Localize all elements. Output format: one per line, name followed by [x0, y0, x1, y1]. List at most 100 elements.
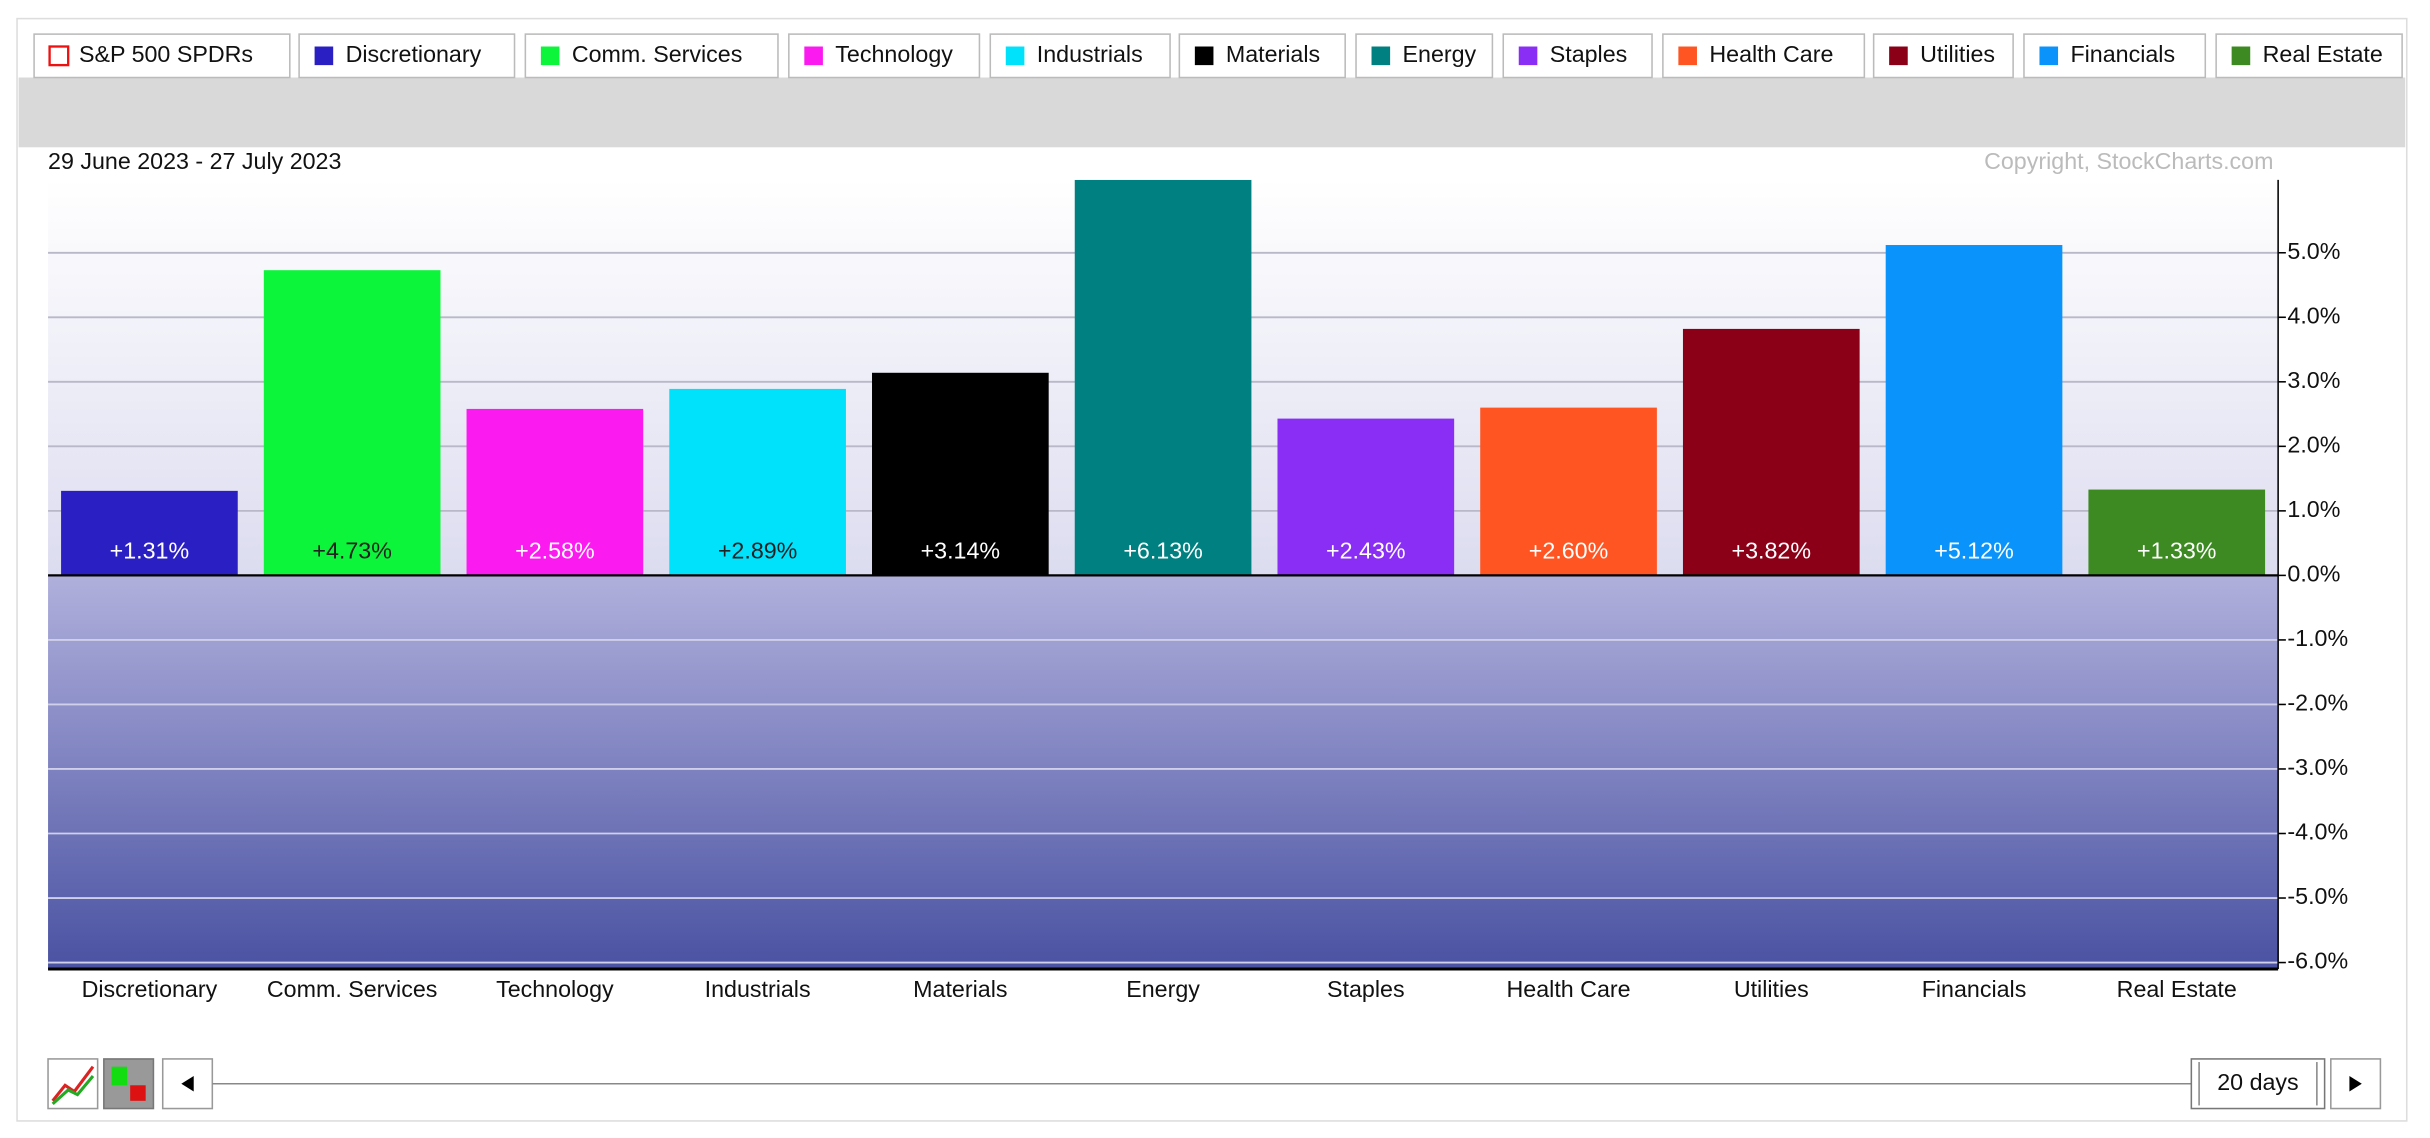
legend-swatch: [1518, 46, 1538, 66]
legend-label: Health Care: [1709, 41, 1833, 67]
value-label: +3.82%: [1732, 537, 1811, 563]
legend-item[interactable]: Energy: [1355, 33, 1494, 79]
x-tick-label: Real Estate: [2117, 976, 2237, 1002]
line-icon: [51, 1074, 95, 1106]
y-tick-label: 4.0%: [2287, 302, 2340, 328]
bars: [61, 179, 2266, 576]
value-label: +3.14%: [921, 537, 1000, 563]
value-label: +2.89%: [718, 537, 797, 563]
x-tick-label: Health Care: [1507, 976, 1631, 1002]
legend-item[interactable]: Comm. Services: [524, 33, 779, 79]
legend-swatch: [1005, 46, 1025, 66]
legend-button[interactable]: [298, 33, 516, 79]
y-tick-label: 2.0%: [2287, 431, 2340, 457]
controls: 20 days: [47, 1058, 2382, 1110]
legend-swatch: [2039, 46, 2059, 66]
plot-area: 5.0% 4.0% 3.0% 2.0% 1.0% 0.0% -1.0% -2.0% -3.0% -…: [48, 179, 2348, 1002]
y-tick-label: -4.0%: [2287, 819, 2348, 845]
copyright: Copyright, StockCharts.com: [1984, 148, 2273, 174]
legend-swatch: [540, 46, 560, 66]
legend-swatch: [1371, 46, 1391, 66]
date-range: 29 June 2023 - 27 July 2023: [48, 148, 341, 174]
legend-label: Industrials: [1037, 41, 1143, 67]
bar-chart-button[interactable]: [103, 1058, 155, 1110]
x-tick-label: Staples: [1327, 976, 1405, 1002]
x-tick-label: Industrials: [705, 976, 811, 1002]
legend-label: Utilities: [1920, 41, 1995, 67]
bar: [61, 490, 238, 576]
y-tick-label: 1.0%: [2287, 496, 2340, 522]
legend-swatch: [1889, 46, 1908, 66]
legend-label: Technology: [835, 41, 953, 67]
legend-button[interactable]: [524, 33, 779, 79]
legend-swatch: [804, 46, 823, 66]
legend-item[interactable]: Financials: [2023, 33, 2207, 79]
legend-label: Financials: [2070, 41, 2175, 67]
x-tick-label: Technology: [496, 976, 614, 1002]
value-label: +4.73%: [312, 537, 391, 563]
bar: [466, 408, 644, 576]
bar: [263, 270, 441, 576]
toolbar-band: [18, 77, 2406, 148]
prev-arrow: [181, 1075, 194, 1092]
bar-icon: [111, 1066, 128, 1086]
value-label: +2.58%: [515, 537, 594, 563]
legend-item[interactable]: Discretionary: [298, 33, 516, 79]
bar: [1480, 407, 1657, 576]
x-tick-label: Discretionary: [82, 976, 218, 1002]
next-arrow: [2349, 1075, 2362, 1092]
legend-label: Staples: [1550, 41, 1628, 67]
bar: [1277, 418, 1455, 576]
line-icon: [51, 1065, 95, 1102]
legend-item[interactable]: S&P 500 SPDRs: [33, 33, 291, 79]
value-label: +2.60%: [1529, 537, 1608, 563]
y-tick-label: -6.0%: [2287, 948, 2348, 974]
legend-label: Real Estate: [2263, 41, 2383, 67]
value-label: +5.12%: [1934, 537, 2013, 563]
bar: [1682, 328, 1860, 576]
y-tick-label: 0.0%: [2287, 561, 2340, 587]
next-button[interactable]: [2330, 1058, 2382, 1110]
bar: [669, 388, 846, 576]
legend-swatch: [1678, 46, 1697, 66]
value-label: +6.13%: [1123, 537, 1202, 563]
legend-swatch: [48, 45, 70, 67]
legend-label: S&P 500 SPDRs: [79, 41, 253, 67]
legend-label: Energy: [1403, 41, 1477, 67]
bar: [2088, 489, 2266, 576]
bar: [872, 372, 1049, 576]
period-label: 20 days: [2217, 1069, 2298, 1095]
y-tick-label: -5.0%: [2287, 883, 2348, 909]
value-label: +2.43%: [1326, 537, 1405, 563]
x-tick-label: Comm. Services: [267, 976, 437, 1002]
legend-item[interactable]: Materials: [1178, 33, 1346, 79]
legend-button[interactable]: [33, 33, 291, 79]
x-tick-label: Energy: [1126, 976, 1200, 1002]
y-tick-label: 5.0%: [2287, 238, 2340, 264]
legend: S&P 500 SPDRs Discretionary Comm. Services…: [33, 33, 2403, 79]
bar: [1885, 245, 2063, 576]
legend-swatch: [1194, 46, 1214, 66]
bar-icon: [130, 1085, 146, 1101]
y-tick-label: -2.0%: [2287, 690, 2348, 716]
x-tick-label: Utilities: [1734, 976, 1809, 1002]
legend-item[interactable]: Health Care: [1662, 33, 1866, 79]
period-slider-handle[interactable]: [2190, 1058, 2326, 1110]
legend-item[interactable]: Utilities: [1872, 33, 2014, 79]
x-tick-label: Financials: [1922, 976, 2027, 1002]
legend-swatch: [314, 46, 334, 66]
legend-swatch: [2231, 46, 2251, 66]
legend-item[interactable]: Real Estate: [2215, 33, 2403, 79]
y-tick-label: -3.0%: [2287, 754, 2348, 780]
legend-item[interactable]: Technology: [788, 33, 981, 79]
x-tick-label: Materials: [913, 976, 1007, 1002]
legend-label: Materials: [1226, 41, 1320, 67]
legend-item[interactable]: Staples: [1502, 33, 1653, 79]
negative-background: [48, 575, 2279, 970]
y-tick-label: 3.0%: [2287, 367, 2340, 393]
value-label: +1.31%: [110, 537, 189, 563]
legend-item[interactable]: Industrials: [989, 33, 1171, 79]
legend-label: Discretionary: [346, 41, 482, 67]
